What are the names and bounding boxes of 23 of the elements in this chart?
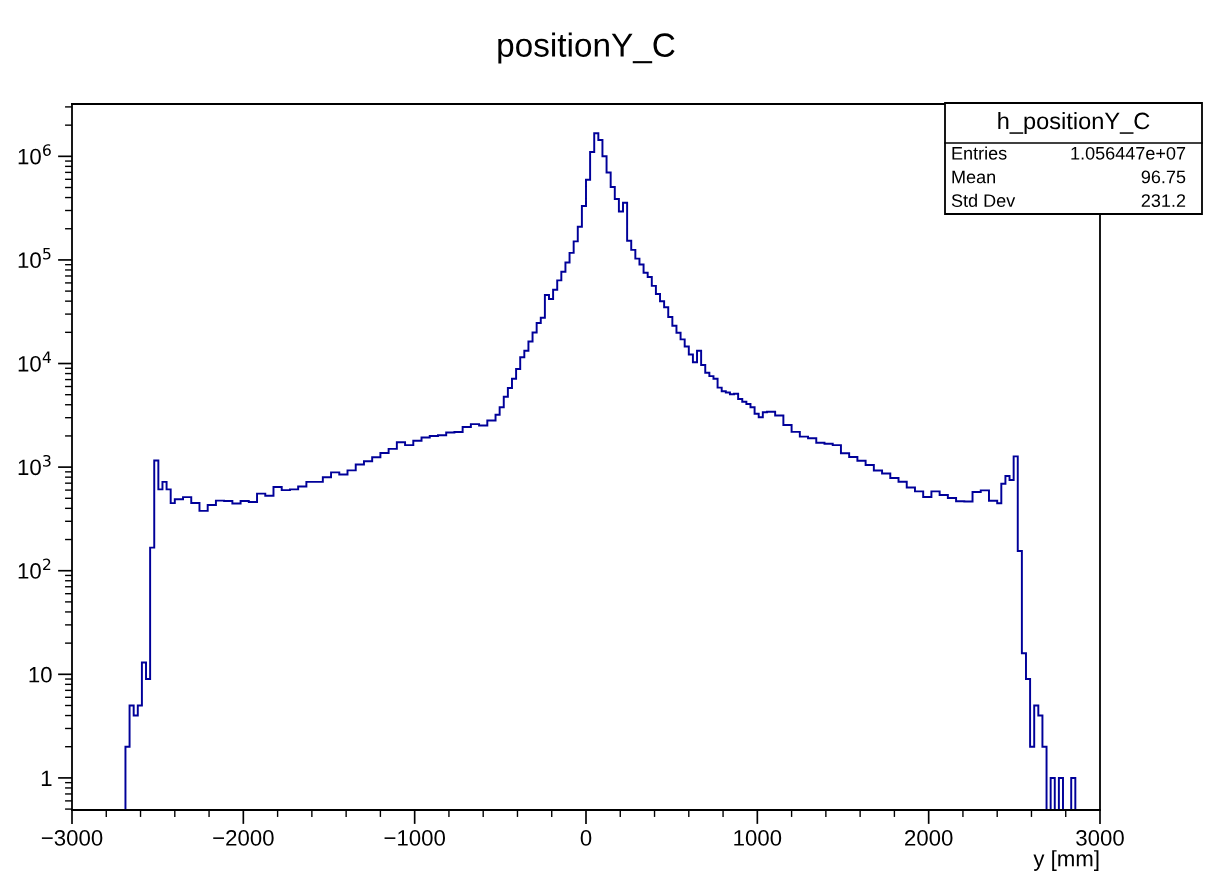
text: 231.2 [1141,194,1186,208]
y-tick-label: 1 [41,770,52,786]
x-tick-label: 0 [580,830,592,846]
y-tick-label: 10$^{6}$ [18,144,51,165]
y-tick-label: 10 [29,666,52,683]
x-tick-label: −2000 [213,830,274,846]
annotation: h_positionY_C [998,112,1150,135]
y-tick-label: 10$^{4}$ [18,351,51,372]
text: 96.75 [1141,170,1186,184]
x-tick-label: 1000 [734,830,782,846]
annotation: Mean [952,170,995,184]
x-tick-label: 3000 [1076,830,1124,846]
annotation: Entries [952,146,1007,160]
x-axis-title: y [mm] [1033,850,1099,871]
y-tick-label: 10$^{5}$ [18,247,51,269]
x-tick-label: −1000 [384,830,446,846]
annotation: Std Dev [951,193,1016,208]
annotation: 1.056447e+07 [1071,146,1186,160]
chart-title: positionY_C [498,32,675,64]
y-tick-label: 10$^{3}$ [18,454,51,476]
y-tick-label: 10$^{2}$ [18,558,51,579]
x-tick-label: 2000 [905,830,953,846]
x-tick-label: −3000 [41,830,103,846]
